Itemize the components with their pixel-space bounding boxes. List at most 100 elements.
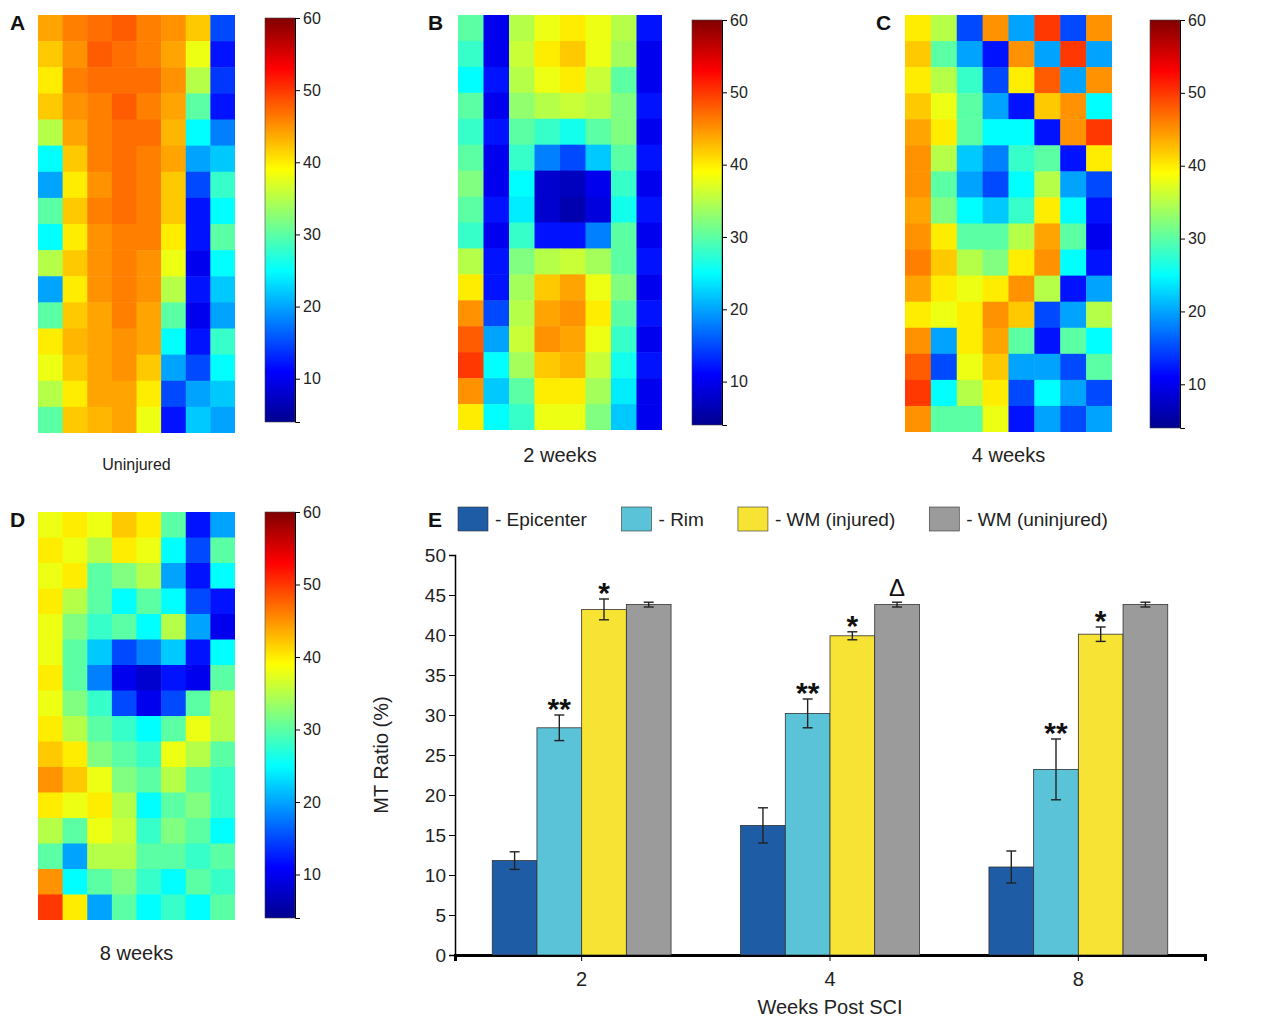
heatmap-cell xyxy=(210,512,235,538)
heatmap-cell xyxy=(63,355,88,382)
heatmap-cell xyxy=(931,302,957,329)
heatmap-cell xyxy=(87,250,112,277)
colorbar-tick-mark xyxy=(1180,239,1185,240)
heatmap-cell xyxy=(586,67,612,93)
heatmap-cell xyxy=(210,869,235,895)
heatmap-cell xyxy=(161,512,186,538)
heatmap-cell xyxy=(161,818,186,844)
heatmap-cell xyxy=(63,302,88,329)
colorbar-tick-label: 60 xyxy=(303,10,321,27)
heatmap-cell xyxy=(637,404,663,430)
heatmap-cell xyxy=(1060,354,1086,381)
error-bar xyxy=(1006,851,1016,883)
heatmap-cell xyxy=(983,328,1009,355)
heatmap-cell xyxy=(1060,224,1086,251)
y-tick: 0 xyxy=(435,945,455,966)
bar xyxy=(582,609,627,955)
heatmap-cell xyxy=(1086,67,1112,94)
x-axis: 248 xyxy=(456,955,1206,990)
colorbar-tick-label: 30 xyxy=(730,229,748,246)
y-tick-mark xyxy=(449,755,455,756)
colorbar-tick: 50 xyxy=(295,576,321,593)
heatmap-cell xyxy=(137,250,162,277)
colorbar-tick-mark xyxy=(295,585,300,586)
y-tick: 50 xyxy=(425,545,455,566)
heatmap-cell xyxy=(484,197,510,223)
heatmap-cell xyxy=(137,381,162,408)
bar xyxy=(537,728,582,955)
heatmap-cell xyxy=(112,329,137,356)
x-tick-mark xyxy=(830,955,831,961)
colorbar-tick-mark xyxy=(1180,311,1185,312)
heatmap-cell xyxy=(1060,93,1086,120)
heatmap-cell xyxy=(1086,406,1112,432)
heatmap-cell xyxy=(186,640,211,666)
heatmap-cell xyxy=(186,895,211,921)
heatmap-cell xyxy=(1034,354,1060,381)
significance-labels: *********Δ xyxy=(548,574,1107,749)
heatmap-cell xyxy=(186,120,211,147)
heatmap-cell xyxy=(1034,15,1060,42)
heatmap-cell xyxy=(586,119,612,145)
colorbar-tick: 30 xyxy=(722,229,748,246)
heatmap-cell xyxy=(38,767,63,793)
significance-label: * xyxy=(598,576,610,609)
colorbar-tick-label: 20 xyxy=(303,298,321,315)
y-tick-label: 5 xyxy=(435,905,446,926)
heatmap-cell xyxy=(484,248,510,274)
heatmap-cell xyxy=(38,15,63,42)
heatmap-cell xyxy=(1086,328,1112,355)
colorbar-tick-mark xyxy=(295,657,300,658)
heatmap-cell xyxy=(137,407,162,433)
heatmap-cell xyxy=(186,589,211,615)
heatmap-cell xyxy=(560,93,586,119)
heatmap-cell xyxy=(210,120,235,147)
heatmap-cell xyxy=(957,328,983,355)
heatmap-cell xyxy=(637,119,663,145)
heatmap-cell xyxy=(137,869,162,895)
heatmap-cell xyxy=(87,640,112,666)
colorbar-tick-mark xyxy=(722,92,727,93)
heatmap-cell xyxy=(186,224,211,251)
colorbar-tick: 20 xyxy=(722,301,748,318)
colorbar-tick: 20 xyxy=(1180,303,1206,320)
colorbar-tick-label: 50 xyxy=(730,84,748,101)
heatmap-cell xyxy=(38,512,63,538)
heatmap-cell xyxy=(931,171,957,198)
heatmap-cell xyxy=(611,197,637,223)
panel-letter: D xyxy=(10,508,25,531)
y-tick-mark xyxy=(449,875,455,876)
heatmap-cell xyxy=(112,793,137,819)
heatmap-cell xyxy=(161,250,186,277)
heatmap-cell xyxy=(586,378,612,404)
heatmap-cell xyxy=(611,300,637,326)
heatmap-cell xyxy=(87,355,112,382)
error-bar xyxy=(1140,602,1150,607)
heatmap-cell xyxy=(484,223,510,249)
heatmap-cell xyxy=(210,172,235,199)
x-tick: 2 xyxy=(576,955,587,990)
heatmap-cell xyxy=(535,404,561,430)
colorbar-tick-label: 60 xyxy=(730,12,748,29)
heatmap-cell xyxy=(87,716,112,742)
colorbar-tick-label: 30 xyxy=(303,721,321,738)
colorbar-axis: 102030405060 xyxy=(1180,12,1206,429)
y-tick-label: 20 xyxy=(425,785,446,806)
heatmap-cell xyxy=(63,93,88,120)
heatmap xyxy=(38,15,235,433)
heatmap-cell xyxy=(1086,302,1112,329)
y-tick-label: 30 xyxy=(425,705,446,726)
heatmap-cell xyxy=(611,223,637,249)
heatmap-cell xyxy=(458,197,484,223)
heatmap-cell xyxy=(210,302,235,329)
heatmap xyxy=(38,512,235,920)
legend-label: - WM (injured) xyxy=(775,509,895,530)
heatmap-cell xyxy=(63,407,88,433)
heatmap-cell xyxy=(186,41,211,68)
bar xyxy=(492,861,537,955)
heatmap-cell xyxy=(137,538,162,564)
heatmap-cell xyxy=(1060,41,1086,68)
heatmap-cell xyxy=(1009,224,1035,251)
colorbar-axis: 102030405060 xyxy=(722,12,748,426)
heatmap-cell xyxy=(63,381,88,408)
